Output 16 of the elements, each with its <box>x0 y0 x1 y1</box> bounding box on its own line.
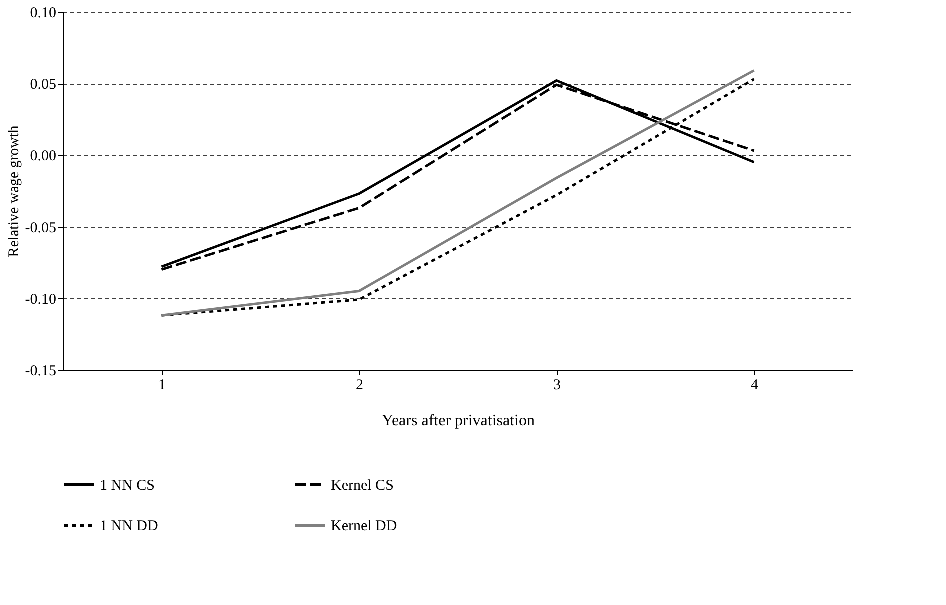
x-axis-title: Years after privatisation <box>382 412 535 430</box>
legend-label: Kernel CS <box>331 478 394 494</box>
x-tick-label: 1 <box>158 378 166 394</box>
x-tick-label: 2 <box>356 378 364 394</box>
y-tick-label: 0.05 <box>30 77 56 94</box>
legend-label: Kernel DD <box>331 518 398 534</box>
y-tick-label: -0.15 <box>25 364 56 380</box>
legend-label: 1 NN DD <box>100 518 158 534</box>
y-axis-title: Relative wage growth <box>6 125 22 258</box>
x-tick-label: 3 <box>554 378 561 394</box>
y-tick-label: -0.05 <box>25 220 56 236</box>
y-tick-label: 0.10 <box>30 6 56 22</box>
x-tick-label: 4 <box>751 378 759 394</box>
y-tick-label: -0.10 <box>25 292 56 308</box>
y-tick-label: 0.00 <box>30 148 56 165</box>
legend-label: 1 NN CS <box>100 478 156 494</box>
